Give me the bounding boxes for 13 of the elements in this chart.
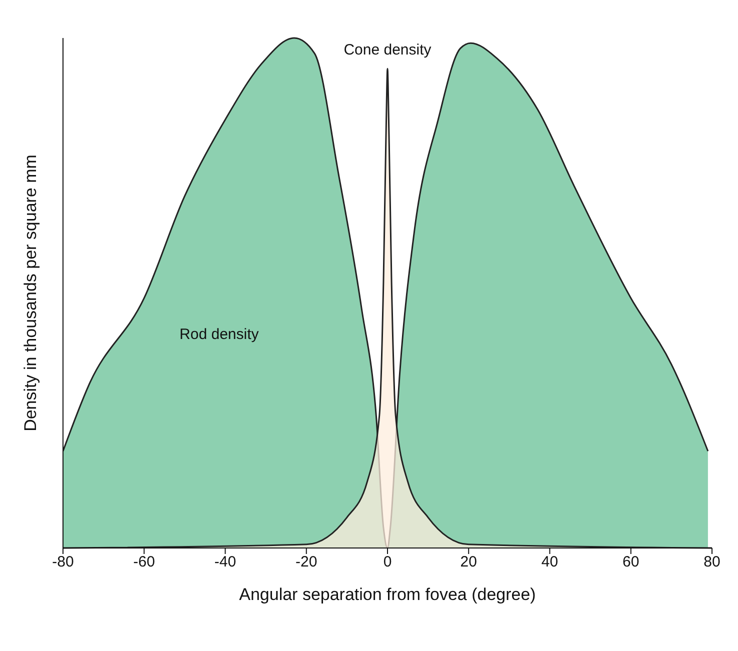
x-axis-title: Angular separation from fovea (degree)	[239, 585, 536, 604]
x-tick-label: 0	[383, 554, 392, 571]
x-tick-label: 40	[541, 554, 558, 571]
x-tick-label: -40	[214, 554, 236, 571]
x-tick-label: -60	[133, 554, 155, 571]
x-tick-label: -20	[296, 554, 318, 571]
series-label: Rod density	[180, 326, 260, 344]
y-axis-title: Density in thousands per square mm	[21, 154, 40, 432]
x-tick-label: 60	[622, 554, 640, 571]
x-tick-label: 20	[460, 554, 477, 571]
series-label: Cone density	[344, 42, 432, 59]
x-tick-label: -80	[52, 554, 74, 571]
x-tick-label: 80	[704, 554, 720, 571]
